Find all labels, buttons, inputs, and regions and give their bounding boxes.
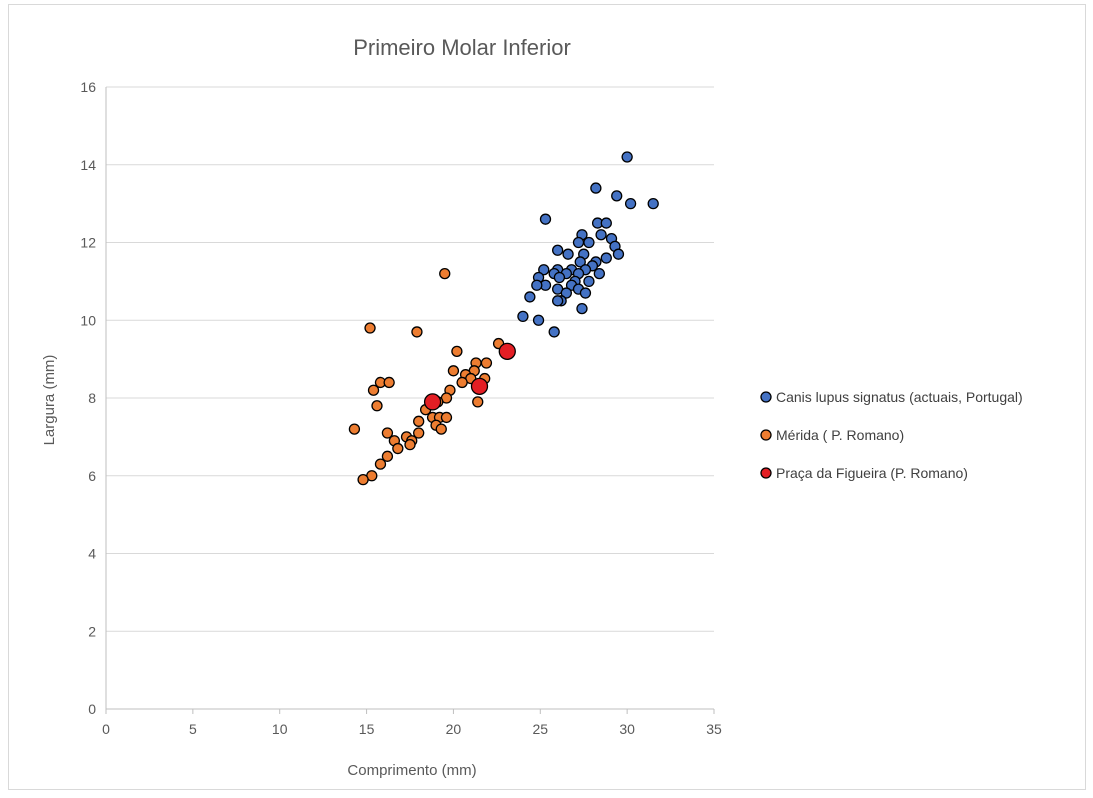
- data-point-series-2: [357, 473, 369, 486]
- data-point-series-1: [593, 267, 605, 280]
- legend-marker: [760, 467, 772, 479]
- data-point-series-2: [413, 415, 425, 427]
- x-tick-label: 10: [272, 721, 288, 737]
- data-point-series-1: [612, 248, 625, 260]
- data-point-series-2: [472, 396, 484, 408]
- data-point-series-2: [381, 450, 394, 462]
- data-point-series-2: [374, 458, 387, 470]
- data-point-series-2: [364, 322, 376, 334]
- y-tick-label: 8: [88, 390, 96, 406]
- chart-frame: Primeiro Molar Inferior 0 2 4 6 8 10 12 14 16 0 5 1…: [8, 4, 1086, 790]
- data-point-series-2: [404, 438, 416, 451]
- data-point-series-1: [553, 271, 566, 284]
- y-tick-label: 10: [80, 312, 96, 328]
- points-layer: [348, 151, 659, 486]
- y-tick-label: 4: [88, 546, 96, 562]
- data-point-series-1: [552, 295, 564, 307]
- legend-label: Canis lupus signatus (actuais, Portugal): [776, 389, 1023, 405]
- legend: Canis lupus signatus (actuais, Portugal)…: [760, 389, 1023, 481]
- data-point-series-3: [423, 393, 442, 411]
- legend-label: Praça da Figueira (P. Romano): [776, 465, 968, 481]
- data-point-series-3: [470, 377, 489, 395]
- x-tick-label: 5: [189, 721, 197, 737]
- data-point-series-1: [600, 217, 612, 229]
- data-point-series-2: [439, 267, 451, 280]
- data-point-series-1: [552, 244, 564, 256]
- data-point-series-2: [411, 326, 423, 338]
- y-tick-label: 6: [88, 468, 96, 484]
- data-point-series-2: [383, 376, 395, 389]
- legend-marker: [760, 391, 772, 403]
- data-point-series-1: [647, 197, 659, 210]
- data-point-series-2: [435, 423, 447, 435]
- data-point-series-1: [532, 314, 545, 326]
- data-point-series-2: [451, 345, 463, 358]
- data-point-series-1: [517, 310, 529, 323]
- x-tick-label: 15: [359, 721, 375, 737]
- data-point-series-1: [621, 151, 633, 163]
- x-tick-label: 35: [706, 721, 722, 737]
- data-point-series-2: [447, 365, 460, 377]
- data-point-series-1: [579, 287, 592, 299]
- data-point-series-2: [440, 411, 453, 424]
- data-point-series-1: [611, 190, 623, 202]
- x-tick-label: 25: [532, 721, 548, 737]
- data-point-series-1: [576, 302, 588, 315]
- y-tick-label: 0: [88, 701, 96, 717]
- grid-layer: [106, 86, 714, 632]
- data-point-series-1: [548, 326, 560, 338]
- legend-marker: [760, 429, 772, 441]
- legend-label: Mérida ( P. Romano): [776, 427, 904, 443]
- data-point-series-2: [392, 442, 404, 455]
- data-point-series-1: [560, 287, 572, 299]
- data-point-series-1: [574, 256, 586, 268]
- data-point-series-2: [456, 376, 468, 389]
- y-tick-label: 12: [80, 235, 96, 251]
- x-tick-label: 20: [446, 721, 462, 737]
- y-tick-label: 14: [80, 157, 96, 173]
- data-point-series-2: [381, 427, 394, 439]
- x-tick-label: 30: [619, 721, 635, 737]
- data-point-series-1: [539, 213, 552, 225]
- chart-title: Primeiro Molar Inferior: [353, 35, 571, 60]
- data-point-series-1: [572, 236, 585, 249]
- data-point-series-1: [538, 264, 550, 276]
- axis-layer: 0 2 4 6 8 10 12 14 16 0 5 10 15 20 25 30 35: [80, 79, 722, 737]
- data-point-series-1: [595, 229, 607, 241]
- data-point-series-3: [498, 342, 516, 361]
- data-point-series-1: [524, 291, 536, 303]
- data-point-series-2: [371, 400, 383, 412]
- y-tick-label: 16: [80, 79, 96, 95]
- data-point-series-1: [531, 279, 543, 291]
- data-point-series-2: [480, 357, 493, 369]
- x-axis-label: Comprimento (mm): [347, 762, 476, 779]
- y-axis-label: Largura (mm): [41, 355, 58, 446]
- data-point-series-2: [367, 384, 380, 396]
- scatter-chart: Primeiro Molar Inferior 0 2 4 6 8 10 12 14 16 0 5 1…: [41, 35, 1023, 779]
- data-point-series-2: [413, 427, 425, 439]
- data-point-series-1: [583, 236, 595, 249]
- data-point-series-1: [562, 248, 574, 260]
- data-point-series-1: [590, 182, 602, 194]
- y-tick-label: 2: [88, 623, 96, 639]
- data-point-series-1: [624, 197, 637, 210]
- data-point-series-1: [583, 275, 595, 288]
- data-point-series-1: [600, 252, 612, 264]
- x-tick-label: 0: [102, 721, 110, 737]
- data-point-series-2: [348, 423, 361, 435]
